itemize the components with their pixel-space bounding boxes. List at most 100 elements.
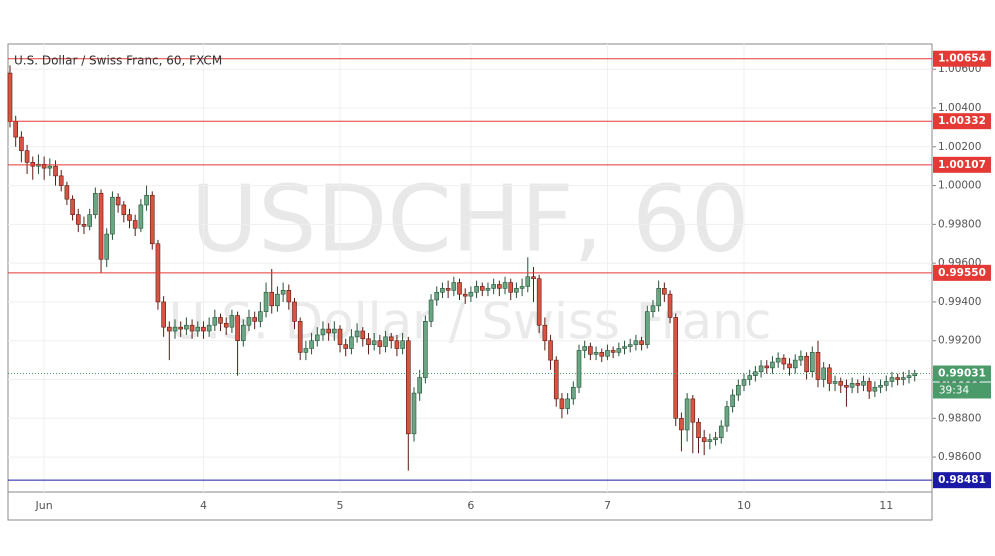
candle-body (161, 301, 166, 328)
candle-body (30, 162, 36, 167)
candle-body (747, 375, 753, 380)
candle-body (280, 290, 286, 295)
candle-body (707, 439, 713, 442)
candle-body (189, 324, 195, 332)
candle-body (229, 315, 235, 328)
grid: 1.006001.004001.002001.000000.998000.996… (8, 44, 981, 512)
candle-body (371, 340, 377, 345)
candle-body (804, 355, 809, 373)
candle-body (536, 278, 542, 326)
candle-body (269, 291, 275, 307)
candle-body (775, 357, 781, 363)
candle-body (320, 328, 326, 336)
level-label: 1.00107 (938, 159, 986, 171)
candle-body (366, 338, 371, 345)
level-tag (933, 50, 991, 67)
candle-body (87, 214, 92, 227)
candle-body (883, 381, 889, 386)
candle-body (713, 437, 718, 440)
y-tick-label: 0.98600 (938, 451, 981, 463)
candle-body (258, 311, 263, 322)
candle-body (855, 383, 861, 386)
candle-body (491, 284, 496, 289)
overlays: 1.00654 1.00332 1.00107 0.99550 0.98481 0.990… (8, 50, 991, 489)
candle-body (519, 286, 525, 289)
candle-body (138, 204, 144, 229)
x-tick-label: 5 (337, 499, 344, 512)
candle-body (47, 165, 53, 169)
candle-body (58, 175, 64, 186)
level-label: 1.00332 (938, 115, 986, 127)
candle-body (417, 377, 422, 394)
candle-body (246, 317, 252, 326)
candle-body (827, 367, 832, 384)
candle-body (212, 317, 218, 326)
x-tick-label: 11 (879, 499, 893, 512)
candle-body (263, 291, 269, 312)
candle-body (656, 288, 661, 307)
candle-body (428, 299, 434, 322)
candle-body (730, 394, 735, 407)
candle-body (110, 196, 115, 235)
candle-body (343, 344, 349, 349)
candle-body (70, 198, 75, 215)
candle-body (718, 425, 724, 438)
candle-body (184, 324, 189, 330)
candle-body (684, 398, 690, 431)
candle-body (127, 214, 132, 221)
candle-body (13, 121, 18, 138)
level-tag (933, 472, 991, 489)
candle-body (610, 350, 616, 353)
candle-body (650, 305, 656, 312)
y-tick-label: 0.99800 (938, 218, 981, 230)
candle-body (741, 379, 747, 386)
candle-body (605, 350, 610, 357)
level-tag (933, 264, 991, 281)
candle-body (292, 301, 297, 322)
candle-body (889, 377, 895, 382)
level-label: 1.00654 (938, 53, 986, 65)
candle-body (314, 334, 320, 342)
candle-body (149, 194, 155, 245)
level-label: 0.98481 (938, 474, 986, 486)
candle-body (542, 324, 548, 342)
candle-body (792, 359, 798, 369)
candle-body (440, 288, 445, 293)
candle-body (167, 326, 172, 332)
candle-body (178, 326, 183, 330)
candle-body (19, 136, 24, 151)
candle-body (616, 348, 622, 353)
candle-body (7, 72, 13, 122)
candle-body (838, 381, 844, 386)
candle-body (639, 340, 644, 345)
candle-body (195, 326, 201, 332)
candle-body (901, 377, 906, 380)
y-tick-label: 1.00400 (938, 102, 981, 114)
candle-body (781, 357, 787, 365)
candle-body (64, 185, 70, 200)
watermark-title: USDCHF, 60 (191, 165, 749, 272)
x-tick-label: 10 (737, 499, 751, 512)
x-tick-label: Jun (35, 499, 53, 512)
candle-body (201, 326, 206, 332)
candle-body (849, 383, 855, 388)
candle-body (405, 340, 411, 435)
candle-body (821, 367, 826, 380)
candle-body (622, 346, 627, 349)
candle-body (332, 328, 337, 334)
candle-body (394, 340, 400, 349)
candle-body (809, 352, 815, 373)
candle-body (764, 365, 770, 369)
candle-body (132, 220, 138, 229)
candle-body (383, 336, 388, 347)
candle-body (525, 276, 531, 287)
candle-body (479, 286, 485, 291)
candle-body (349, 336, 354, 349)
candle-body (354, 330, 360, 338)
candle-body (878, 385, 883, 388)
candle-body (696, 421, 701, 438)
candle-body (514, 288, 519, 293)
candle-body (502, 282, 508, 289)
candle-body (297, 321, 303, 353)
